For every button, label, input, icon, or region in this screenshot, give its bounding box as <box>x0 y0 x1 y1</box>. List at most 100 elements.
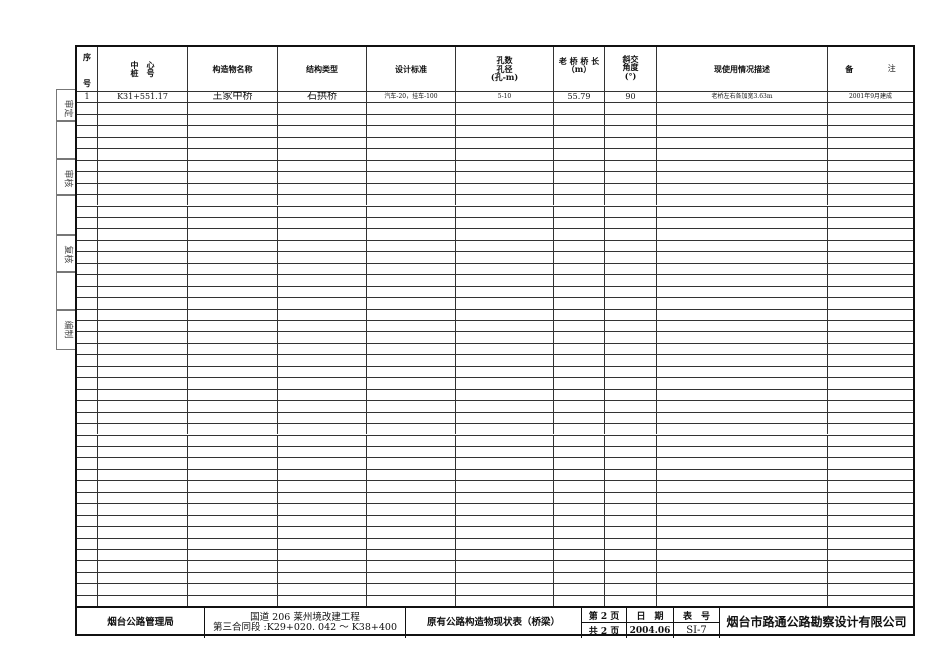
table-row <box>77 228 913 240</box>
cell-remark <box>828 424 913 434</box>
cell-span <box>456 492 554 504</box>
header-seq: 序号 <box>77 47 98 91</box>
cell-span <box>456 263 554 275</box>
cell-span <box>456 149 554 160</box>
cell-length <box>554 515 605 527</box>
cell-remark <box>828 481 913 491</box>
cell-skew <box>605 389 657 401</box>
cell-seq <box>77 103 98 114</box>
authority: 烟台公路管理局 <box>77 608 205 638</box>
cell-usage <box>657 229 828 240</box>
cell-standard <box>367 355 456 366</box>
cell-usage <box>657 183 828 195</box>
cell-name <box>188 137 278 149</box>
cell-usage <box>657 332 828 343</box>
header-name: 构造物名称 <box>188 47 278 91</box>
cell-usage <box>657 172 828 183</box>
cell-span <box>456 561 554 572</box>
cell-name <box>188 458 278 469</box>
cell-standard <box>367 321 456 332</box>
cell-station <box>98 355 188 366</box>
page-total: 共 2 页 <box>582 623 627 638</box>
cell-seq <box>77 481 98 492</box>
cell-span <box>456 137 554 149</box>
cell-usage <box>657 458 828 469</box>
cell-usage <box>657 504 828 515</box>
cell-structure <box>278 103 367 114</box>
cell-span <box>456 275 554 286</box>
cell-structure <box>278 515 367 527</box>
cell-structure <box>278 412 367 424</box>
cell-station <box>98 217 188 229</box>
cell-remark <box>828 103 913 113</box>
cell-skew <box>605 309 657 320</box>
cell-span <box>456 172 554 183</box>
cell-length <box>554 217 605 229</box>
cell-seq <box>77 217 98 229</box>
cell-name <box>188 481 278 492</box>
cell-station <box>98 572 188 584</box>
table-row <box>77 400 913 412</box>
table-row <box>77 159 913 172</box>
cell-seq <box>77 229 98 240</box>
table-row <box>77 583 913 595</box>
cell-station <box>98 435 188 446</box>
cell-seq <box>77 504 98 515</box>
table-row <box>77 148 913 160</box>
cell-remark <box>828 516 913 526</box>
cell-structure <box>278 149 367 160</box>
table-row <box>77 239 913 252</box>
cell-usage <box>657 103 828 114</box>
cell-structure <box>278 252 367 263</box>
cell-usage <box>657 252 828 263</box>
cell-station <box>98 229 188 240</box>
cell-remark <box>828 229 913 239</box>
cell-standard <box>367 240 456 252</box>
table-no: SI-7 <box>674 623 720 638</box>
cell-length <box>554 527 605 538</box>
cell-skew <box>605 183 657 195</box>
cell-length <box>554 435 605 446</box>
cell-structure <box>278 298 367 309</box>
cell-length <box>554 263 605 275</box>
cell-standard <box>367 389 456 401</box>
cell-usage <box>657 595 828 607</box>
cell-station <box>98 137 188 149</box>
cell-structure <box>278 458 367 469</box>
cell-station <box>98 584 188 595</box>
project-info: 国道 206 莱州境改建工程 第三合同段 :K29+020. 042 ～ K38+… <box>205 608 406 638</box>
cell-name <box>188 401 278 412</box>
side-box-prepare: 编制 <box>56 310 76 350</box>
cell-remark <box>828 115 913 125</box>
table-row <box>77 594 913 607</box>
cell-name <box>188 584 278 595</box>
cell-usage <box>657 286 828 298</box>
cell-structure <box>278 527 367 538</box>
cell-standard <box>367 263 456 275</box>
cell-station <box>98 332 188 343</box>
table-row <box>77 549 913 561</box>
cell-span <box>456 515 554 527</box>
cell-remark <box>828 332 913 342</box>
page-number: 第 2 页 <box>582 608 627 623</box>
cell-remark <box>828 138 913 148</box>
cell-name <box>188 527 278 538</box>
cell-seq <box>77 343 98 355</box>
cell-standard <box>367 515 456 527</box>
cell-standard <box>367 298 456 309</box>
cell-remark: 2001年9月建成 <box>848 93 893 100</box>
cell-length <box>554 275 605 286</box>
cell-seq <box>77 149 98 160</box>
cell-skew: 90 <box>605 92 657 103</box>
cell-skew <box>605 550 657 561</box>
cell-skew <box>605 561 657 572</box>
cell-name <box>188 263 278 275</box>
cell-seq <box>77 378 98 389</box>
cell-standard <box>367 252 456 263</box>
cell-name <box>188 412 278 424</box>
cell-name <box>188 572 278 584</box>
cell-length <box>554 366 605 378</box>
cell-name <box>188 389 278 401</box>
cell-structure <box>278 366 367 378</box>
cell-station <box>98 469 188 481</box>
